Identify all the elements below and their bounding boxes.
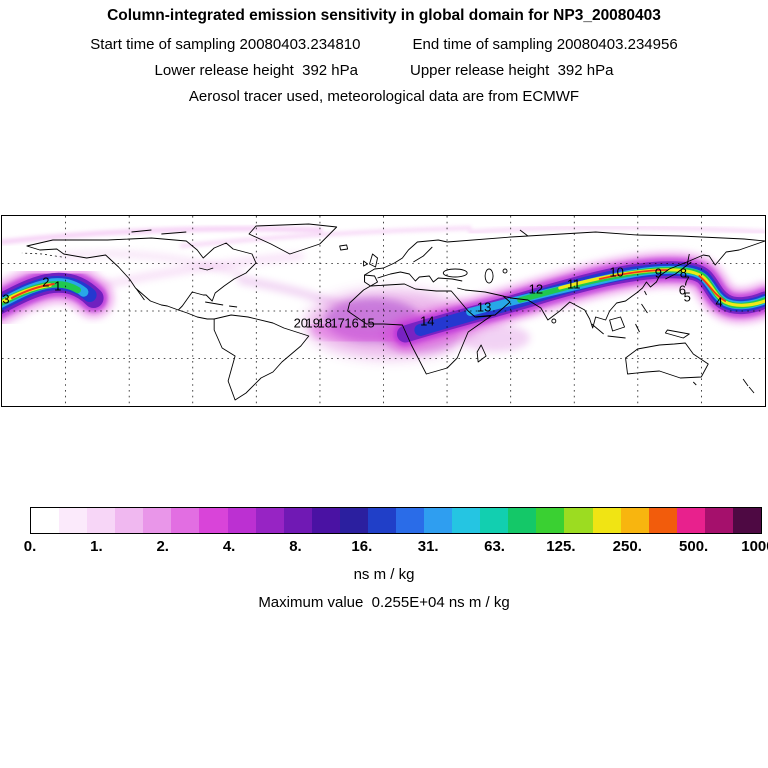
trajectory-point-label: 16 <box>344 315 359 331</box>
colorbar-tick-label: 31. <box>417 538 439 555</box>
colorbar-tick-label: 1000. <box>741 538 768 555</box>
lower-release-height-label: Lower release height 392 hPa <box>154 62 358 79</box>
colorbar-cell <box>564 508 593 533</box>
colorbar-cell <box>171 508 200 533</box>
colorbar-tick-label: 2. <box>156 538 169 555</box>
colorbar-cell <box>508 508 537 533</box>
colorbar-cell <box>255 508 284 533</box>
world-map: 1 2 3 4 5 6 7 8 9 10 11 12 13 14 15 16 17 18 19 20 <box>1 215 766 407</box>
graticule-layer <box>2 216 765 406</box>
colorbar-tick-label: 16. <box>351 538 373 555</box>
colorbar-tick-labels: 0. 1. 2. 4. 8. 16. 31. 63. 125. 250. 500. 1000. <box>24 538 768 556</box>
colorbar-cell <box>592 508 621 533</box>
colorbar-tick-label: 125. <box>546 538 576 555</box>
colorbar-cell <box>648 508 677 533</box>
figure-title: Column-integrated emission sensitivity i… <box>107 7 661 24</box>
trajectory-point-label: 2 <box>42 274 50 290</box>
maximum-value-label: Maximum value 0.255E+04 ns m / kg <box>258 594 510 611</box>
colorbar-tick-label: 63. <box>484 538 505 555</box>
colorbar-tick-label: 4. <box>222 538 236 555</box>
trajectory-point-label: 12 <box>528 281 544 297</box>
trajectory-point-label: 13 <box>476 299 492 315</box>
colorbar-cell <box>283 508 312 533</box>
coastlines-layer <box>21 223 765 401</box>
trajectory-point-label: 5 <box>683 289 691 305</box>
colorbar-cell <box>452 508 481 533</box>
colorbar-cell <box>59 508 88 533</box>
plume-layer <box>2 225 765 358</box>
colorbar-cell <box>143 508 172 533</box>
trajectory-point-label: 14 <box>420 313 435 329</box>
trajectory-point-label: 9 <box>654 265 663 281</box>
colorbar-cell <box>199 508 228 533</box>
trajectory-point-label: 10 <box>609 264 624 280</box>
map-plot <box>2 216 765 406</box>
trajectory-point-label: 19 <box>305 315 320 331</box>
colorbar-cell <box>339 508 368 533</box>
colorbar-tick-label: 250. <box>612 538 642 555</box>
colorbar-tick-label: 8. <box>289 538 302 555</box>
release-heights-line: Lower release height 392 hPa Upper relea… <box>0 62 768 79</box>
colorbar-tick-label: 1. <box>90 538 103 555</box>
colorbar-cell <box>115 508 144 533</box>
end-time-label: End time of sampling 20080403.234956 <box>412 36 678 53</box>
colorbar-cell <box>396 508 425 533</box>
colorbar-cell <box>87 508 116 533</box>
colorbar-cell <box>367 508 397 533</box>
colorbar-cell <box>424 508 453 533</box>
colorbar-cell <box>227 508 256 533</box>
trajectory-point-label: 15 <box>360 315 375 331</box>
trajectory-point-label: 3 <box>2 291 10 307</box>
trajectory-point-label: 8 <box>679 265 687 281</box>
colorbar <box>30 507 762 534</box>
trajectory-point-label: 20 <box>293 315 309 331</box>
trajectory-point-label: 11 <box>567 276 581 292</box>
colorbar-cell <box>620 508 649 533</box>
colorbar-cell <box>732 508 762 533</box>
trajectory-point-label: 4 <box>715 294 723 310</box>
colorbar-tick-label: 0. <box>23 538 37 555</box>
trajectory-point-label: 18 <box>317 315 332 331</box>
sampling-times-line: Start time of sampling 20080403.234810 E… <box>0 36 768 53</box>
trajectory-point-label: 1 <box>54 278 62 294</box>
trajectory-point-label: 7 <box>682 273 690 289</box>
colorbar-cell <box>311 508 340 533</box>
colorbar-cell <box>676 508 705 533</box>
colorbar-tick-label: 500. <box>679 538 709 555</box>
colorbar-unit-label: ns m / kg <box>353 566 415 583</box>
colorbar-cell <box>704 508 733 533</box>
start-time-label: Start time of sampling 20080403.234810 <box>90 36 361 53</box>
trajectory-point-label: 6 <box>678 282 686 298</box>
tracer-info-label: Aerosol tracer used, meteorological data… <box>188 88 580 105</box>
trajectory-point-label: 17 <box>330 315 345 331</box>
colorbar-cell <box>536 508 565 533</box>
upper-release-height-label: Upper release height 392 hPa <box>410 62 614 79</box>
colorbar-cell <box>31 508 60 533</box>
colorbar-cell <box>480 508 509 533</box>
